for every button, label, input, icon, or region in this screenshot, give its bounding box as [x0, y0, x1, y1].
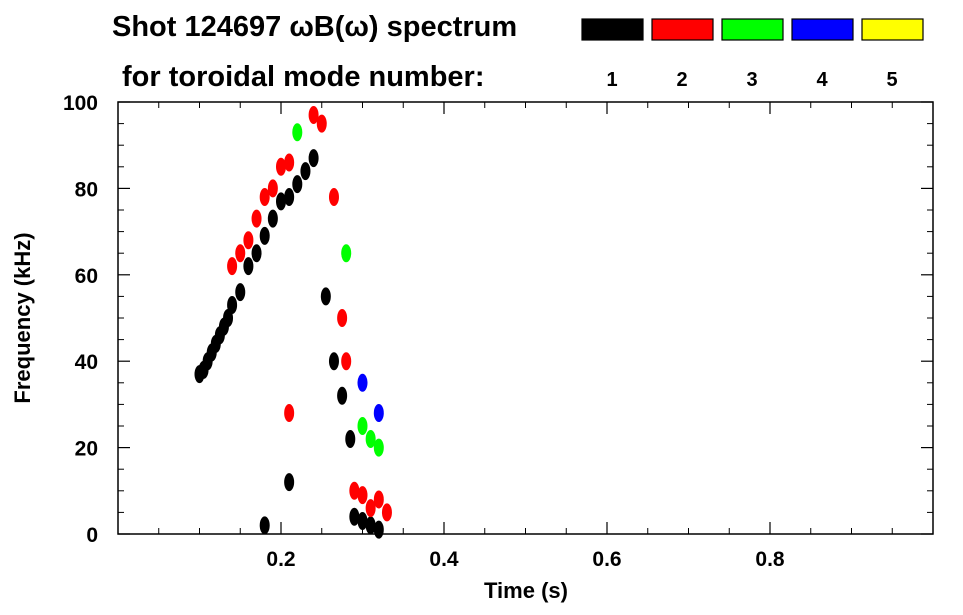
chart-subtitle: for toroidal mode number: [122, 61, 485, 93]
data-point-mode-1 [308, 149, 319, 168]
data-point-mode-1 [284, 473, 295, 492]
data-point-mode-1 [328, 352, 339, 371]
data-point-mode-2 [235, 244, 246, 263]
data-point-mode-2 [251, 209, 262, 228]
plot-frame [117, 101, 934, 535]
data-point-mode-2 [349, 481, 360, 500]
data-point-mode-1 [276, 192, 286, 211]
data-point-mode-1 [284, 188, 295, 207]
data-point-mode-1 [259, 226, 270, 245]
data-point-mode-3 [292, 123, 303, 142]
legend-label-5: 5 [886, 69, 897, 91]
data-point-mode-2 [276, 157, 286, 176]
data-point-mode-2 [381, 503, 392, 522]
x-tick-label: 0.6 [592, 548, 621, 571]
y-tick-label: 100 [63, 92, 98, 115]
data-point-mode-2 [365, 499, 376, 518]
legend: 1 2 3 4 5 [581, 18, 924, 91]
x-tick-label: 0.8 [755, 548, 785, 571]
legend-swatch-3 [721, 18, 784, 41]
data-point-mode-1 [251, 244, 262, 263]
data-point-mode-3 [357, 417, 368, 435]
axis-ticks: 0.2 0.4 0.6 0.8 0 20 40 60 80 100 [63, 92, 933, 571]
data-point-mode-1 [349, 507, 360, 526]
y-tick-label: 20 [75, 438, 98, 461]
y-tick-label: 40 [75, 351, 98, 374]
data-point-mode-1 [373, 520, 384, 539]
legend-label-3: 3 [746, 69, 757, 91]
x-tick-label: 0.4 [429, 548, 459, 571]
legend-label-4: 4 [816, 69, 828, 91]
legend-label-1: 1 [606, 69, 617, 91]
data-point-mode-2 [308, 105, 319, 124]
data-point-mode-2 [259, 188, 270, 207]
data-point-mode-1 [365, 516, 376, 535]
legend-swatch-2 [651, 18, 714, 41]
data-point-mode-2 [284, 404, 295, 423]
data-point-mode-2 [284, 153, 295, 172]
data-point-mode-1 [227, 296, 238, 315]
legend-swatch-5 [861, 18, 924, 41]
data-point-mode-1 [292, 175, 303, 194]
data-point-mode-1 [345, 429, 356, 448]
y-tick-label: 80 [75, 178, 98, 201]
data-point-mode-2 [316, 114, 327, 133]
data-point-mode-3 [373, 438, 384, 457]
chart-title: Shot 124697 ωB(ω) spectrum [112, 11, 517, 43]
data-point-mode-2 [357, 486, 368, 505]
data-point-mode-3 [365, 429, 376, 448]
data-point-mode-2 [227, 257, 238, 276]
data-point-mode-2 [328, 188, 339, 207]
data-point-mode-1 [235, 283, 246, 302]
y-tick-label: 0 [86, 524, 98, 547]
data-point-mode-1 [267, 209, 278, 228]
data-point-mode-2 [243, 231, 254, 250]
data-point-mode-1 [337, 386, 348, 405]
legend-label-2: 2 [676, 69, 687, 91]
data-point-mode-2 [373, 490, 384, 509]
data-point-mode-2 [337, 309, 348, 327]
legend-swatch-1 [581, 18, 644, 41]
legend-swatch-4 [791, 18, 854, 41]
data-point-mode-1 [300, 162, 311, 181]
data-point-mode-4 [373, 404, 384, 423]
data-point-mode-1 [320, 287, 331, 306]
data-point-mode-2 [267, 179, 278, 198]
data-point-mode-4 [357, 373, 368, 392]
data-point-mode-3 [341, 244, 352, 263]
data-point-mode-1 [259, 516, 270, 535]
data-point-mode-1 [357, 512, 368, 531]
data-point-mode-2 [341, 352, 352, 371]
y-axis-label: Frequency (kHz) [10, 232, 35, 403]
y-tick-label: 60 [75, 265, 98, 288]
x-tick-label: 0.2 [266, 548, 295, 571]
data-point-mode-1 [243, 257, 254, 276]
x-axis-label: Time (s) [484, 578, 568, 603]
data-marks [194, 105, 392, 539]
